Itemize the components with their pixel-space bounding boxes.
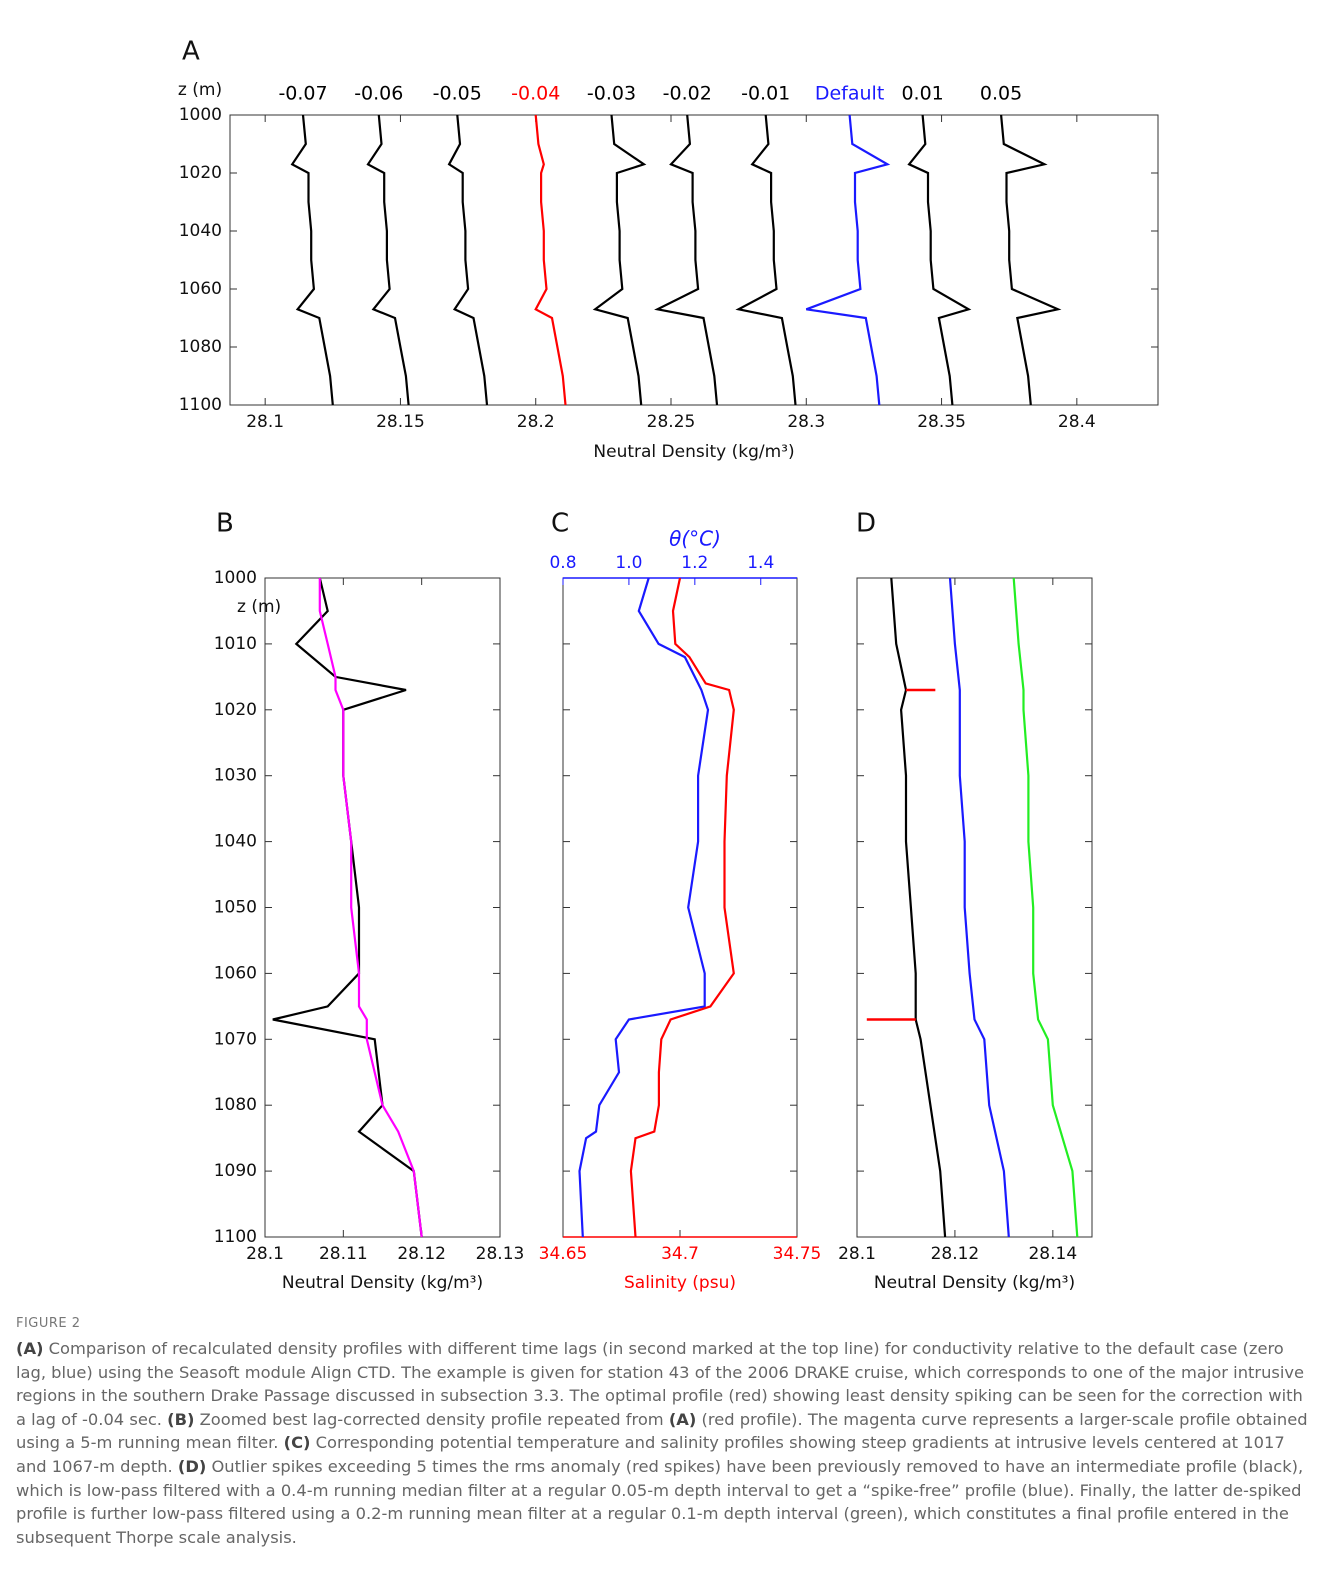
y-tick-label: 1080: [214, 1095, 257, 1115]
profile-line: [272, 577, 423, 1238]
profile-line: [629, 577, 735, 1238]
profile-line: [654, 114, 719, 406]
x-tick-label: 34.75: [773, 1244, 822, 1264]
y-tick-label: 1040: [214, 832, 257, 852]
x-tick-label: 34.7: [661, 1244, 699, 1264]
profile-label: -0.03: [587, 83, 636, 105]
profile-line: [447, 114, 489, 406]
profile-line: [948, 577, 1010, 1238]
x-tick-label: 28.2: [517, 412, 555, 432]
x-tick-label: 28.1: [246, 412, 284, 432]
x-tick-label: 34.65: [539, 1244, 588, 1264]
profile-label: -0.05: [433, 83, 482, 105]
profile-line: [366, 114, 410, 406]
y-tick-label: 1000: [179, 105, 222, 125]
profile-line: [534, 114, 567, 406]
profile-line: [805, 114, 891, 406]
x2-tick-label: 0.8: [549, 553, 576, 573]
x2-axis-label: θ(°C): [669, 527, 721, 551]
y-tick-label: 1100: [179, 395, 222, 415]
caption-segment: Zoomed best lag-corrected density profil…: [194, 1409, 669, 1429]
caption-segment: (B): [167, 1409, 195, 1429]
caption-segment: (red profile). The magenta curve represe…: [16, 1409, 1308, 1453]
y-tick-label: 1090: [214, 1161, 257, 1181]
y-tick-label: 1020: [214, 700, 257, 720]
panel-letter: C: [551, 509, 569, 539]
x-tick-label: 28.25: [647, 412, 696, 432]
x-axis-label: Neutral Density (kg/m³): [282, 1273, 483, 1293]
x-tick-label: 28.1: [838, 1244, 876, 1264]
caption-segment: Comparison of recalculated density profi…: [16, 1339, 1305, 1429]
profile-line: [1000, 114, 1062, 406]
x-axis-label: Salinity (psu): [624, 1273, 736, 1293]
y-tick-label: 1050: [214, 898, 257, 918]
profile-label: -0.07: [278, 83, 327, 105]
profile-label: -0.04: [511, 83, 560, 105]
y-tick-label: 1030: [214, 766, 257, 786]
x-tick-label: 28.11: [319, 1244, 368, 1264]
y-tick-label: 1000: [214, 568, 257, 588]
plot-frame: [562, 577, 798, 1238]
profile-line: [318, 578, 423, 1238]
profile-line: [907, 114, 972, 406]
caption-segment: (A): [668, 1409, 697, 1429]
plot-frame: [856, 577, 1093, 1238]
x2-tick-label: 1.4: [747, 553, 774, 573]
profile-label: Default: [815, 83, 884, 105]
profile-label: 0.01: [901, 83, 943, 105]
caption-segment: (D): [177, 1456, 207, 1476]
plot-frame: [229, 114, 1159, 406]
y-axis-label: z (m): [237, 597, 281, 617]
y-axis-label: z (m): [178, 80, 222, 100]
profile-line: [290, 114, 334, 406]
y-tick-label: 1060: [179, 279, 222, 299]
caption-segment: (A): [16, 1339, 44, 1358]
panel-letter: D: [856, 509, 876, 539]
plot-frame: [264, 577, 501, 1238]
y-tick-label: 1070: [214, 1029, 257, 1049]
panel-letter: B: [216, 509, 234, 539]
x-axis-label: Neutral Density (kg/m³): [874, 1273, 1075, 1293]
profile-line: [735, 114, 797, 406]
x-tick-label: 28.14: [1028, 1244, 1077, 1264]
x-tick-label: 28.4: [1058, 412, 1096, 432]
profile-label: -0.02: [663, 83, 712, 105]
x2-tick-label: 1.2: [681, 553, 708, 573]
x-tick-label: 28.12: [397, 1244, 446, 1264]
y-tick-label: 1010: [214, 634, 257, 654]
y-tick-label: 1100: [214, 1227, 257, 1247]
y-tick-label: 1060: [214, 963, 257, 983]
y-tick-label: 1040: [179, 221, 222, 241]
x-tick-label: 28.15: [376, 412, 425, 432]
profile-label: -0.01: [741, 83, 790, 105]
profile-label: -0.06: [354, 83, 403, 105]
panel-letter: A: [182, 37, 200, 67]
caption-segment: Outlier spikes exceeding 5 times the rms…: [16, 1456, 1304, 1547]
x2-tick-label: 1.0: [615, 553, 642, 573]
figure-label: FIGURE 2: [16, 1316, 81, 1331]
profile-label: 0.05: [980, 83, 1022, 105]
x-tick-label: 28.12: [931, 1244, 980, 1264]
x-tick-label: 28.1: [246, 1244, 284, 1264]
caption: (A) Comparison of recalculated density p…: [16, 1337, 1316, 1549]
profile-line: [578, 577, 710, 1238]
profile-line: [1012, 577, 1079, 1238]
profile-line: [890, 577, 947, 1238]
x-axis-label: Neutral Density (kg/m³): [593, 442, 794, 462]
x-tick-label: 28.35: [917, 412, 966, 432]
x-tick-label: 28.13: [476, 1244, 525, 1264]
y-tick-label: 1020: [179, 163, 222, 183]
caption-segment: (C): [283, 1433, 311, 1453]
y-tick-label: 1080: [179, 337, 222, 357]
x-tick-label: 28.3: [787, 412, 825, 432]
profile-line: [592, 114, 647, 406]
caption-segment: Corresponding potential temperature and …: [16, 1433, 1285, 1476]
